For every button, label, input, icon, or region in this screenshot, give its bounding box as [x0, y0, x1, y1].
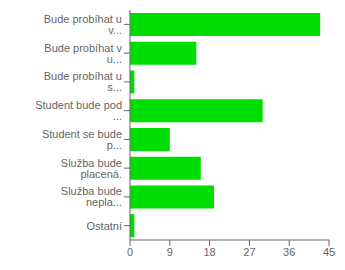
svg-text:Student se budep...: Student se budep... — [42, 128, 122, 151]
svg-text:0: 0 — [127, 246, 133, 258]
svg-text:18: 18 — [203, 246, 215, 258]
svg-text:Bude probíhat us...: Bude probíhat us... — [44, 70, 122, 93]
svg-text:9: 9 — [167, 246, 173, 258]
svg-text:27: 27 — [243, 246, 255, 258]
svg-text:Student bude pod...: Student bude pod... — [35, 99, 122, 122]
svg-text:Služba budenepla...: Služba budenepla... — [61, 185, 122, 208]
svg-text:45: 45 — [323, 246, 335, 258]
svg-text:Bude probíhat vu...: Bude probíhat vu... — [44, 42, 122, 65]
svg-text:Služba budeplacená.: Služba budeplacená. — [61, 157, 122, 180]
svg-text:36: 36 — [283, 246, 295, 258]
svg-text:Ostatní: Ostatní — [87, 220, 122, 232]
svg-text:Bude probíhat uv...: Bude probíhat uv... — [44, 13, 122, 36]
